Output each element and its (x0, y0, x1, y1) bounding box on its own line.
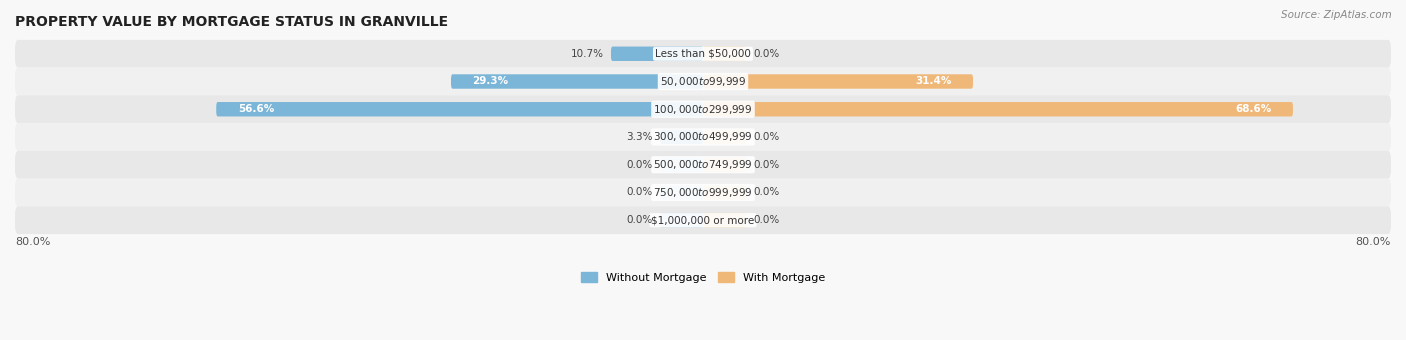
Text: 0.0%: 0.0% (752, 49, 779, 59)
FancyBboxPatch shape (15, 206, 1391, 234)
FancyBboxPatch shape (659, 185, 703, 200)
Text: 56.6%: 56.6% (238, 104, 274, 114)
Text: $500,000 to $749,999: $500,000 to $749,999 (654, 158, 752, 171)
FancyBboxPatch shape (659, 130, 703, 144)
FancyBboxPatch shape (15, 95, 1391, 123)
Text: 31.4%: 31.4% (915, 76, 952, 86)
Text: 0.0%: 0.0% (627, 187, 654, 198)
FancyBboxPatch shape (612, 47, 703, 61)
Text: 3.3%: 3.3% (627, 132, 654, 142)
Text: 0.0%: 0.0% (752, 215, 779, 225)
Legend: Without Mortgage, With Mortgage: Without Mortgage, With Mortgage (576, 268, 830, 287)
FancyBboxPatch shape (15, 178, 1391, 206)
Text: 80.0%: 80.0% (15, 237, 51, 248)
Text: $100,000 to $299,999: $100,000 to $299,999 (654, 103, 752, 116)
Text: $50,000 to $99,999: $50,000 to $99,999 (659, 75, 747, 88)
Text: 68.6%: 68.6% (1236, 104, 1271, 114)
Text: 0.0%: 0.0% (752, 160, 779, 170)
FancyBboxPatch shape (15, 123, 1391, 151)
FancyBboxPatch shape (703, 157, 747, 172)
Text: Source: ZipAtlas.com: Source: ZipAtlas.com (1281, 10, 1392, 20)
FancyBboxPatch shape (659, 213, 703, 227)
FancyBboxPatch shape (703, 74, 973, 89)
FancyBboxPatch shape (703, 47, 747, 61)
FancyBboxPatch shape (15, 68, 1391, 95)
FancyBboxPatch shape (451, 74, 703, 89)
FancyBboxPatch shape (217, 102, 703, 117)
Text: 0.0%: 0.0% (752, 132, 779, 142)
FancyBboxPatch shape (659, 157, 703, 172)
Text: 0.0%: 0.0% (752, 187, 779, 198)
Text: $750,000 to $999,999: $750,000 to $999,999 (654, 186, 752, 199)
FancyBboxPatch shape (703, 185, 747, 200)
Text: 80.0%: 80.0% (1355, 237, 1391, 248)
FancyBboxPatch shape (703, 213, 747, 227)
Text: 0.0%: 0.0% (627, 160, 654, 170)
Text: $1,000,000 or more: $1,000,000 or more (651, 215, 755, 225)
Text: PROPERTY VALUE BY MORTGAGE STATUS IN GRANVILLE: PROPERTY VALUE BY MORTGAGE STATUS IN GRA… (15, 15, 449, 29)
Text: 10.7%: 10.7% (571, 49, 605, 59)
FancyBboxPatch shape (703, 130, 747, 144)
FancyBboxPatch shape (15, 40, 1391, 68)
FancyBboxPatch shape (703, 102, 1294, 117)
Text: 0.0%: 0.0% (627, 215, 654, 225)
Text: Less than $50,000: Less than $50,000 (655, 49, 751, 59)
Text: $300,000 to $499,999: $300,000 to $499,999 (654, 131, 752, 143)
Text: 29.3%: 29.3% (472, 76, 509, 86)
FancyBboxPatch shape (15, 151, 1391, 178)
